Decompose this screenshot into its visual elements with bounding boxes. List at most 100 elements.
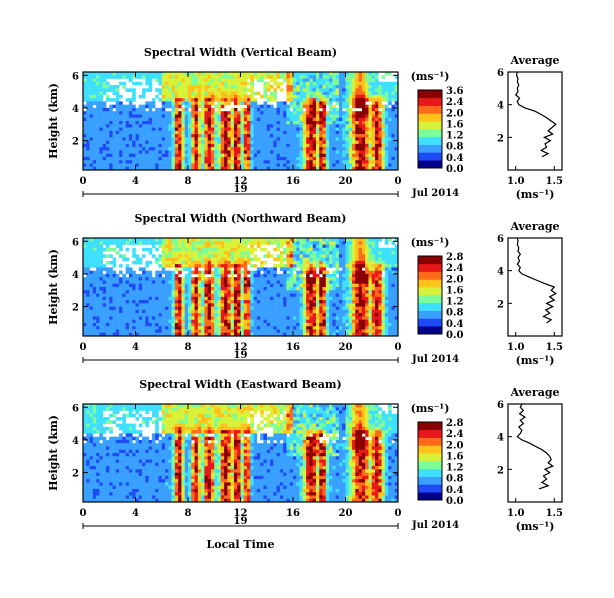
heatmap-cell bbox=[394, 94, 399, 99]
heatmap-cell bbox=[119, 332, 123, 337]
heatmap-cell bbox=[145, 160, 149, 164]
heatmap-cell bbox=[201, 303, 205, 307]
heatmap-cell bbox=[266, 94, 271, 99]
heatmap-cell bbox=[322, 267, 327, 271]
heatmap-cell bbox=[256, 160, 261, 164]
heatmap-cell bbox=[92, 316, 97, 320]
heatmap-cell bbox=[214, 300, 218, 304]
heatmap-cell bbox=[168, 130, 172, 135]
heatmap-cell bbox=[289, 117, 294, 122]
heatmap-cell bbox=[332, 166, 336, 171]
heatmap-cell bbox=[361, 104, 366, 109]
heatmap-cell bbox=[243, 127, 248, 132]
heatmap-cell bbox=[322, 303, 327, 307]
heatmap-cell bbox=[250, 251, 254, 255]
heatmap-cell bbox=[250, 264, 254, 268]
heatmap-cell bbox=[319, 300, 323, 304]
heatmap-cell bbox=[112, 293, 117, 298]
heatmap-cell bbox=[89, 147, 94, 151]
heatmap-cell bbox=[197, 277, 202, 281]
heatmap-cell bbox=[283, 143, 287, 148]
heatmap-cell bbox=[306, 163, 310, 168]
heatmap-cell bbox=[243, 117, 248, 122]
heatmap-cell bbox=[266, 98, 271, 102]
heatmap-cell bbox=[128, 163, 133, 168]
heatmap-cell bbox=[319, 303, 323, 307]
heatmap-cell bbox=[345, 124, 350, 128]
heatmap-cell bbox=[168, 91, 172, 96]
heatmap-cell bbox=[352, 78, 356, 83]
heatmap-cell bbox=[322, 72, 327, 76]
heatmap-cell bbox=[115, 296, 120, 301]
heatmap-cell bbox=[83, 166, 87, 171]
heatmap-cell bbox=[391, 147, 396, 151]
heatmap-cell bbox=[165, 251, 169, 255]
heatmap-cell bbox=[312, 257, 317, 262]
heatmap-cell bbox=[102, 238, 107, 242]
heatmap-cell bbox=[138, 313, 143, 317]
heatmap-cell bbox=[240, 78, 245, 83]
heatmap-cell bbox=[384, 147, 389, 151]
heatmap-cell bbox=[299, 160, 304, 164]
heatmap-cell bbox=[191, 134, 195, 138]
heatmap-cell bbox=[112, 137, 117, 141]
heatmap-cell bbox=[329, 309, 333, 314]
heatmap-cell bbox=[191, 332, 195, 337]
heatmap-cell bbox=[220, 130, 225, 135]
heatmap-cell bbox=[109, 287, 113, 291]
heatmap-cell bbox=[194, 303, 199, 307]
heatmap-cell bbox=[119, 241, 123, 245]
heatmap-cell bbox=[188, 78, 192, 83]
heatmap-cell bbox=[132, 247, 136, 252]
heatmap-cell bbox=[224, 309, 228, 314]
heatmap-cell bbox=[296, 81, 300, 86]
heatmap-cell bbox=[188, 277, 192, 281]
heatmap-cell bbox=[256, 156, 261, 161]
heatmap-cell bbox=[89, 98, 94, 102]
heatmap-cell bbox=[171, 137, 176, 141]
heatmap-cell bbox=[233, 101, 238, 105]
heatmap-cell bbox=[224, 127, 228, 132]
heatmap-cell bbox=[355, 156, 359, 161]
heatmap-cell bbox=[237, 260, 241, 265]
heatmap-cell bbox=[188, 137, 192, 141]
heatmap-cell bbox=[125, 166, 130, 171]
heatmap-cell bbox=[92, 306, 97, 311]
heatmap-cell bbox=[181, 322, 186, 327]
heatmap-cell bbox=[148, 72, 153, 76]
heatmap-cell bbox=[270, 166, 274, 171]
heatmap-cell bbox=[250, 85, 254, 89]
heatmap-cell bbox=[293, 104, 297, 109]
heatmap-cell bbox=[220, 322, 225, 327]
heatmap-cell bbox=[260, 300, 264, 304]
heatmap-cell bbox=[266, 332, 271, 337]
heatmap-cell bbox=[191, 244, 195, 249]
heatmap-cell bbox=[237, 287, 241, 291]
heatmap-cell bbox=[286, 244, 291, 249]
heatmap-cell bbox=[237, 273, 241, 278]
heatmap-cell bbox=[270, 332, 274, 337]
heatmap-cell bbox=[322, 121, 327, 125]
heatmap-cell bbox=[342, 121, 346, 125]
heatmap-cell bbox=[217, 322, 222, 327]
heatmap-cell bbox=[158, 147, 163, 151]
heatmap-cell bbox=[365, 140, 369, 145]
heatmap-cell bbox=[391, 140, 396, 145]
heatmap-cell bbox=[210, 244, 215, 249]
heatmap-cell bbox=[89, 143, 94, 148]
heatmap-cell bbox=[168, 137, 172, 141]
heatmap-cell bbox=[299, 150, 304, 154]
heatmap-cell bbox=[279, 127, 284, 132]
heatmap-cell bbox=[394, 163, 399, 168]
heatmap-cell bbox=[188, 280, 192, 285]
heatmap-cell bbox=[151, 153, 156, 158]
heatmap-cell bbox=[122, 134, 126, 138]
heatmap-cell bbox=[184, 147, 189, 151]
heatmap-cell bbox=[207, 326, 212, 330]
heatmap-cell bbox=[145, 104, 149, 109]
heatmap-cell bbox=[230, 283, 235, 288]
heatmap-cell bbox=[86, 163, 90, 168]
heatmap-cell bbox=[375, 98, 379, 102]
heatmap-cell bbox=[348, 107, 353, 112]
heatmap-cell bbox=[247, 303, 251, 307]
